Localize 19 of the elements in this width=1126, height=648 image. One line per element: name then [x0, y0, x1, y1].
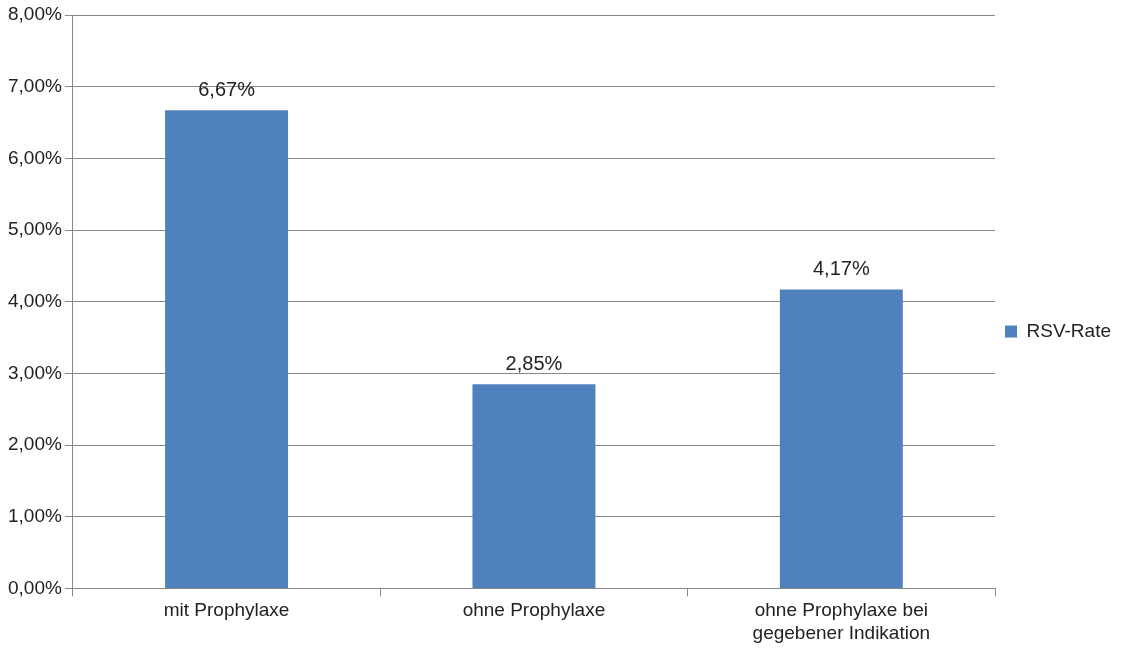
bar [165, 110, 289, 588]
x-tick-label: ohne Prophylaxe [462, 599, 606, 621]
y-tick-label: 2,00% [8, 433, 62, 455]
y-tick-label: 7,00% [8, 74, 62, 96]
x-tick-label: mit Prophylaxe [163, 599, 290, 621]
y-tick-label: 3,00% [8, 361, 62, 383]
x-tick-label: ohne Prophylaxe bei gegebener Indikation [752, 599, 931, 643]
bar [472, 384, 596, 588]
y-tick-label: 5,00% [8, 218, 62, 240]
legend-label: RSV-Rate [1026, 319, 1111, 341]
y-tick-label: 8,00% [8, 3, 62, 25]
bar [779, 289, 903, 588]
y-tick-label: 0,00% [8, 576, 62, 598]
data-label: 2,85% [505, 351, 563, 374]
y-tick-label: 4,00% [8, 289, 62, 311]
y-tick-label: 6,00% [8, 146, 62, 168]
data-label: 6,67% [198, 77, 256, 100]
data-label: 4,17% [812, 257, 870, 280]
y-tick-label: 1,00% [8, 504, 62, 526]
